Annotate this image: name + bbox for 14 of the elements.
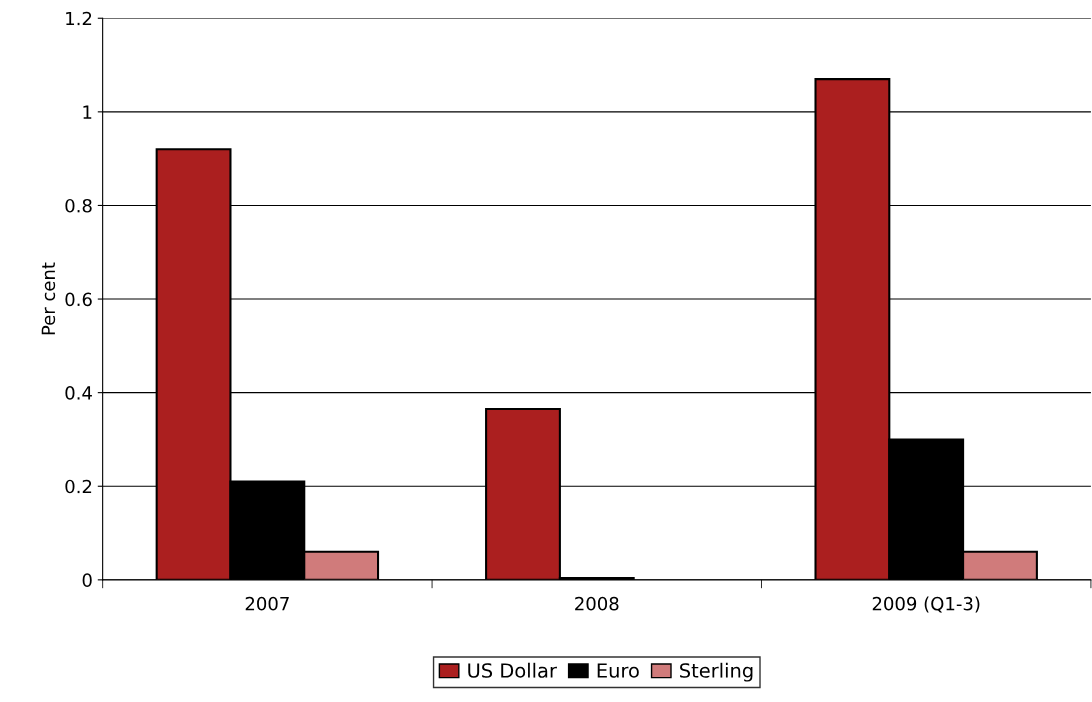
x-tick-label: 2008: [575, 596, 619, 611]
y-tick-label: 1: [83, 105, 92, 119]
y-axis-title: Per cent: [41, 262, 56, 335]
x-tick-label: 2009 (Q1-3): [872, 596, 980, 613]
y-tick-label: 0.2: [65, 479, 92, 494]
y-tick-label: 0.6: [65, 292, 92, 307]
y-tick-label: 0: [82, 573, 92, 587]
y-tick-label: 0.4: [65, 386, 92, 400]
legend-label: US Dollar: [468, 662, 557, 678]
x-tick-label: 2007: [245, 596, 289, 611]
y-tick-label: 0.8: [65, 198, 92, 213]
y-tick-label: 1.2: [66, 11, 92, 26]
legend-label: Sterling: [680, 662, 753, 682]
legend-label: Euro: [597, 663, 639, 678]
